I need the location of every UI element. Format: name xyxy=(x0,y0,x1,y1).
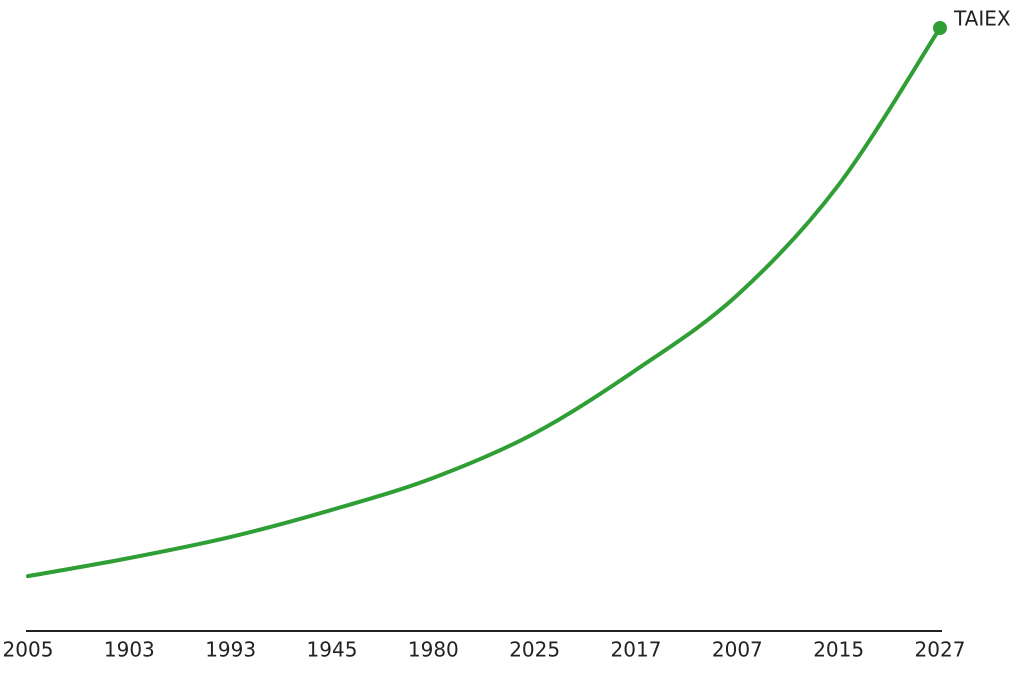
x-tick-label: 2027 xyxy=(915,638,966,662)
x-tick-label: 2017 xyxy=(611,638,662,662)
x-tick-label: 1993 xyxy=(205,638,256,662)
x-tick-label: 2025 xyxy=(509,638,560,662)
series-label: TAIEX xyxy=(953,7,1011,31)
x-tick-label: 2015 xyxy=(813,638,864,662)
x-tick-label: 1945 xyxy=(307,638,358,662)
x-tick-label: 2007 xyxy=(712,638,763,662)
end-point xyxy=(933,21,947,35)
x-tick-label: 1903 xyxy=(104,638,155,662)
x-tick-label: 1980 xyxy=(408,638,459,662)
line xyxy=(26,26,942,579)
x-tick-label: 2005 xyxy=(3,638,54,662)
